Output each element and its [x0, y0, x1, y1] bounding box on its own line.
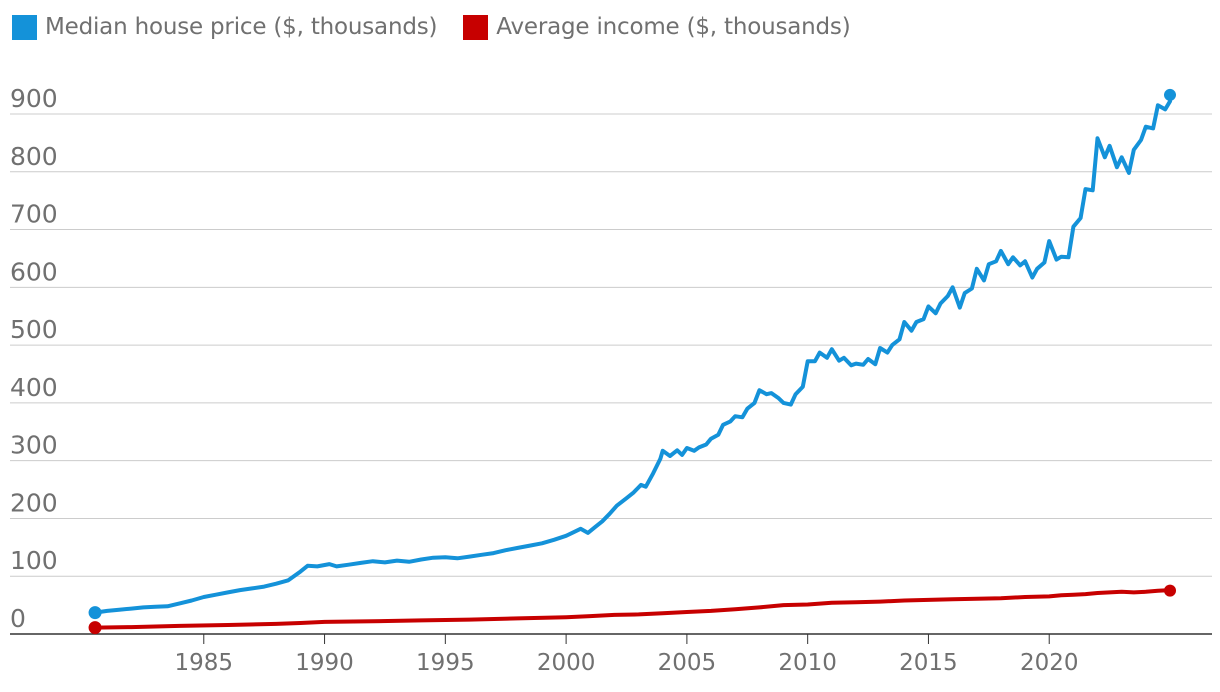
- y-tick-label-900: 900: [10, 84, 58, 113]
- x-tick-label-2015: 2015: [899, 650, 958, 676]
- legend-label-house-price: Median house price ($, thousands): [45, 14, 438, 40]
- x-tick-label-2010: 2010: [778, 650, 837, 676]
- y-tick-label-200: 200: [10, 488, 58, 517]
- x-tick-label-1995: 1995: [416, 650, 475, 676]
- y-tick-label-500: 500: [10, 315, 58, 344]
- legend-swatch-income: [463, 14, 489, 40]
- y-axis-ticks: 0 100 200 300 400 500 600 700 800 900: [10, 84, 58, 633]
- series-line-house-price: [93, 99, 1172, 615]
- x-tick-label-2000: 2000: [537, 650, 596, 676]
- x-tick-label-1985: 1985: [175, 650, 234, 676]
- series-end-point-house-price: [1164, 88, 1176, 101]
- series-layer: [88, 88, 1176, 635]
- x-axis-ticks: 1985 1990 1995 2000 2005 2010 2015 2020: [175, 634, 1079, 676]
- grid-layer: [10, 113, 1212, 635]
- x-tick-label-2020: 2020: [1020, 650, 1079, 676]
- chart-legend: Median house price ($, thousands) Averag…: [12, 14, 851, 40]
- series-end-point-income: [1164, 584, 1176, 597]
- y-tick-label-300: 300: [10, 431, 58, 460]
- x-tick-label-1990: 1990: [295, 650, 354, 676]
- series-start-point-house-price: [88, 606, 102, 620]
- series-line-income: [93, 588, 1172, 630]
- y-tick-label-700: 700: [10, 200, 58, 229]
- legend-label-income: Average income ($, thousands): [496, 14, 851, 40]
- series-start-point-income: [88, 621, 102, 635]
- y-tick-label-400: 400: [10, 373, 58, 402]
- y-tick-label-100: 100: [10, 546, 58, 575]
- y-tick-label-0: 0: [10, 604, 26, 633]
- x-tick-label-2005: 2005: [658, 650, 717, 676]
- legend-item-income: Average income ($, thousands): [463, 14, 851, 40]
- legend-item-house-price: Median house price ($, thousands): [12, 14, 437, 40]
- legend-swatch-house-price: [12, 14, 37, 40]
- y-tick-label-800: 800: [10, 142, 58, 171]
- y-tick-label-600: 600: [10, 257, 58, 286]
